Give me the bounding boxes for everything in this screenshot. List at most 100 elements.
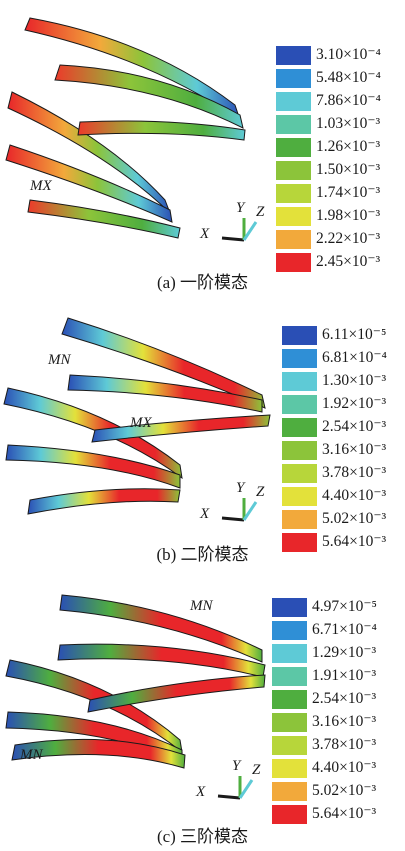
legend-row: 3.78×10⁻³ — [282, 462, 405, 485]
legend-label: 3.16×10⁻³ — [322, 441, 387, 458]
legend-swatch — [272, 667, 307, 686]
beam — [61, 317, 266, 409]
legend-swatch — [282, 464, 317, 483]
legend-swatch — [276, 115, 311, 134]
panel-c: MN MN X Y Z 4.97×10⁻⁵ 6.71×10⁻⁴ 1.29×10⁻… — [0, 580, 405, 851]
beam — [3, 387, 183, 480]
legend-swatch — [276, 161, 311, 180]
legend-row: 5.02×10⁻³ — [282, 508, 405, 531]
legend-row: 6.81×10⁻⁴ — [282, 347, 405, 370]
legend-row: 3.10×10⁻⁴ — [276, 44, 405, 67]
panel-b: MN MX X Y Z 6.11×10⁻⁵ 6.81×10⁻⁴ 1.30×10⁻… — [0, 300, 405, 570]
axis-z-label: Z — [256, 204, 265, 220]
legend-swatch — [272, 782, 307, 801]
legend-row: 6.71×10⁻⁴ — [272, 619, 402, 642]
legend-swatch — [282, 326, 317, 345]
legend-label: 7.86×10⁻⁴ — [316, 92, 381, 109]
legend-row: 1.29×10⁻³ — [272, 642, 402, 665]
legend-label: 5.48×10⁻⁴ — [316, 69, 381, 86]
legend-row: 4.40×10⁻³ — [282, 485, 405, 508]
legend-label: 5.02×10⁻³ — [322, 510, 387, 527]
legend-swatch — [282, 418, 317, 437]
beam — [27, 199, 181, 239]
legend-row: 1.26×10⁻³ — [276, 136, 405, 159]
legend-swatch — [282, 349, 317, 368]
legend-row: 1.98×10⁻³ — [276, 205, 405, 228]
legend-label: 2.22×10⁻³ — [316, 230, 381, 247]
legend-swatch — [276, 184, 311, 203]
legend-row: 1.92×10⁻³ — [282, 393, 405, 416]
coordinate-axes-icon: X Y Z — [196, 756, 266, 806]
legend-swatch — [276, 138, 311, 157]
annotation-mx: MX — [30, 178, 52, 194]
legend-swatch — [272, 621, 307, 640]
axis-x-label: X — [196, 784, 206, 800]
legend-label: 2.54×10⁻³ — [322, 418, 387, 435]
annotation-mn: MN — [48, 352, 71, 368]
legend-row: 3.16×10⁻³ — [282, 439, 405, 462]
legend-label: 3.78×10⁻³ — [312, 736, 377, 753]
legend-row: 4.40×10⁻³ — [272, 757, 402, 780]
panel-c-caption: (c) 三阶模态 — [156, 827, 249, 846]
legend-row: 2.54×10⁻³ — [272, 688, 402, 711]
legend-row: 1.30×10⁻³ — [282, 370, 405, 393]
legend-swatch — [282, 533, 317, 552]
panel-a-caption: (a) 一阶模态 — [156, 273, 249, 292]
legend-swatch — [282, 487, 317, 506]
legend-label: 1.50×10⁻³ — [316, 161, 381, 178]
legend-swatch — [272, 713, 307, 732]
legend-swatch — [272, 644, 307, 663]
legend-row: 5.02×10⁻³ — [272, 780, 402, 803]
legend-label: 3.16×10⁻³ — [312, 713, 377, 730]
legend-swatch — [276, 92, 311, 111]
beam — [77, 120, 246, 141]
beam — [27, 488, 181, 515]
beam — [87, 674, 266, 713]
beam — [91, 414, 271, 443]
beam — [11, 738, 186, 769]
panel-a: MX X Y Z 3.10×10⁻⁴ 5.48×10⁻⁴ 7.86×10⁻⁴ 1… — [0, 0, 405, 292]
legend-label: 1.91×10⁻³ — [312, 667, 377, 684]
legend-swatch — [272, 759, 307, 778]
axis-x-label: X — [200, 506, 210, 522]
legend-swatch — [282, 441, 317, 460]
beam — [59, 594, 263, 663]
panel-c-beams — [5, 594, 266, 769]
legend-swatch — [272, 805, 307, 824]
legend-row: 6.11×10⁻⁵ — [282, 324, 405, 347]
legend-label: 1.98×10⁻³ — [316, 207, 381, 224]
panel-b-caption: (b) 二阶模态 — [156, 545, 249, 564]
axis-y-label: Y — [232, 758, 241, 774]
legend-row: 5.64×10⁻³ — [272, 803, 402, 826]
legend-label: 6.11×10⁻⁵ — [322, 326, 387, 343]
legend-label: 1.92×10⁻³ — [322, 395, 387, 412]
legend-label: 1.74×10⁻³ — [316, 184, 381, 201]
legend-swatch — [272, 598, 307, 617]
legend-swatch — [276, 230, 311, 249]
legend-row: 7.86×10⁻⁴ — [276, 90, 405, 113]
legend-swatch — [282, 395, 317, 414]
legend-swatch — [276, 207, 311, 226]
legend-row: 1.50×10⁻³ — [276, 159, 405, 182]
axis-y-label: Y — [236, 200, 245, 216]
legend-row: 2.22×10⁻³ — [276, 228, 405, 251]
axis-z-label: Z — [256, 484, 265, 500]
panel-a-beams — [5, 17, 246, 239]
annotation-mn: MN — [20, 747, 43, 763]
legend-label: 1.29×10⁻³ — [312, 644, 377, 661]
beam — [67, 374, 263, 413]
legend-swatch — [282, 510, 317, 529]
coordinate-axes-icon: X Y Z — [200, 478, 270, 528]
panel-b-beams — [3, 317, 271, 515]
legend-swatch — [276, 46, 311, 65]
legend-swatch — [282, 372, 317, 391]
legend-swatch — [276, 253, 311, 272]
legend-label: 4.97×10⁻⁵ — [312, 598, 377, 615]
legend-label: 1.03×10⁻³ — [316, 115, 381, 132]
legend-label: 3.10×10⁻⁴ — [316, 46, 381, 63]
legend-row: 5.64×10⁻³ — [282, 531, 405, 554]
legend-label: 4.40×10⁻³ — [312, 759, 377, 776]
legend-label: 1.30×10⁻³ — [322, 372, 387, 389]
axis-x-label: X — [200, 226, 210, 242]
beam — [54, 64, 244, 129]
